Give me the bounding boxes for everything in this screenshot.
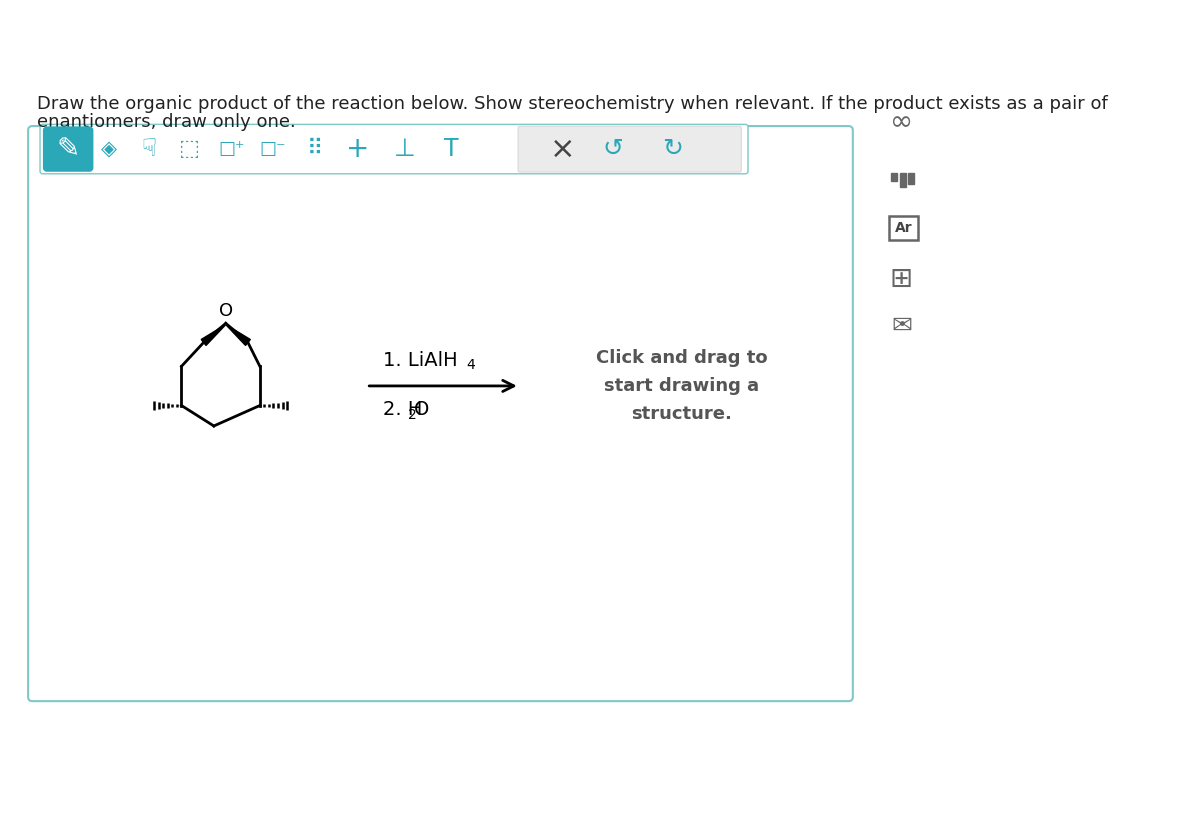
Bar	[908, 173, 914, 184]
Text: ⠿: ⠿	[307, 139, 323, 159]
Text: 2. H: 2. H	[383, 401, 422, 419]
Text: 2: 2	[408, 408, 416, 422]
Bar	[900, 173, 906, 186]
Text: ☟: ☟	[142, 137, 157, 161]
Text: ↻: ↻	[662, 137, 684, 161]
Text: ↺: ↺	[602, 137, 624, 161]
Text: ◈: ◈	[101, 139, 118, 159]
Text: ⊞: ⊞	[889, 265, 913, 293]
Text: ∞: ∞	[890, 108, 913, 136]
Text: O: O	[218, 302, 233, 320]
Text: 1. LiAlH: 1. LiAlH	[383, 351, 458, 370]
FancyBboxPatch shape	[44, 128, 92, 171]
Text: +: +	[346, 135, 370, 163]
Polygon shape	[226, 324, 251, 345]
Text: enantiomers, draw only one.: enantiomers, draw only one.	[37, 113, 296, 131]
Text: 4: 4	[466, 359, 475, 372]
Bar	[892, 173, 898, 181]
Text: Click and drag to
start drawing a
structure.: Click and drag to start drawing a struct…	[595, 349, 767, 423]
Text: ⊥: ⊥	[394, 137, 415, 161]
Text: □⁺: □⁺	[218, 140, 245, 158]
Text: ⬚: ⬚	[179, 139, 199, 159]
FancyBboxPatch shape	[518, 126, 742, 172]
Text: ✎: ✎	[56, 135, 79, 163]
FancyBboxPatch shape	[40, 124, 748, 174]
Polygon shape	[202, 324, 226, 345]
FancyBboxPatch shape	[889, 217, 918, 240]
Text: O: O	[414, 401, 430, 419]
FancyBboxPatch shape	[28, 126, 853, 701]
Text: Ar: Ar	[895, 221, 913, 235]
Text: ×: ×	[550, 134, 575, 164]
Text: T: T	[444, 137, 458, 161]
Text: Draw the organic product of the reaction below. Show stereochemistry when releva: Draw the organic product of the reaction…	[37, 95, 1109, 113]
Text: ✉: ✉	[890, 314, 912, 339]
Text: □⁻: □⁻	[259, 140, 286, 158]
